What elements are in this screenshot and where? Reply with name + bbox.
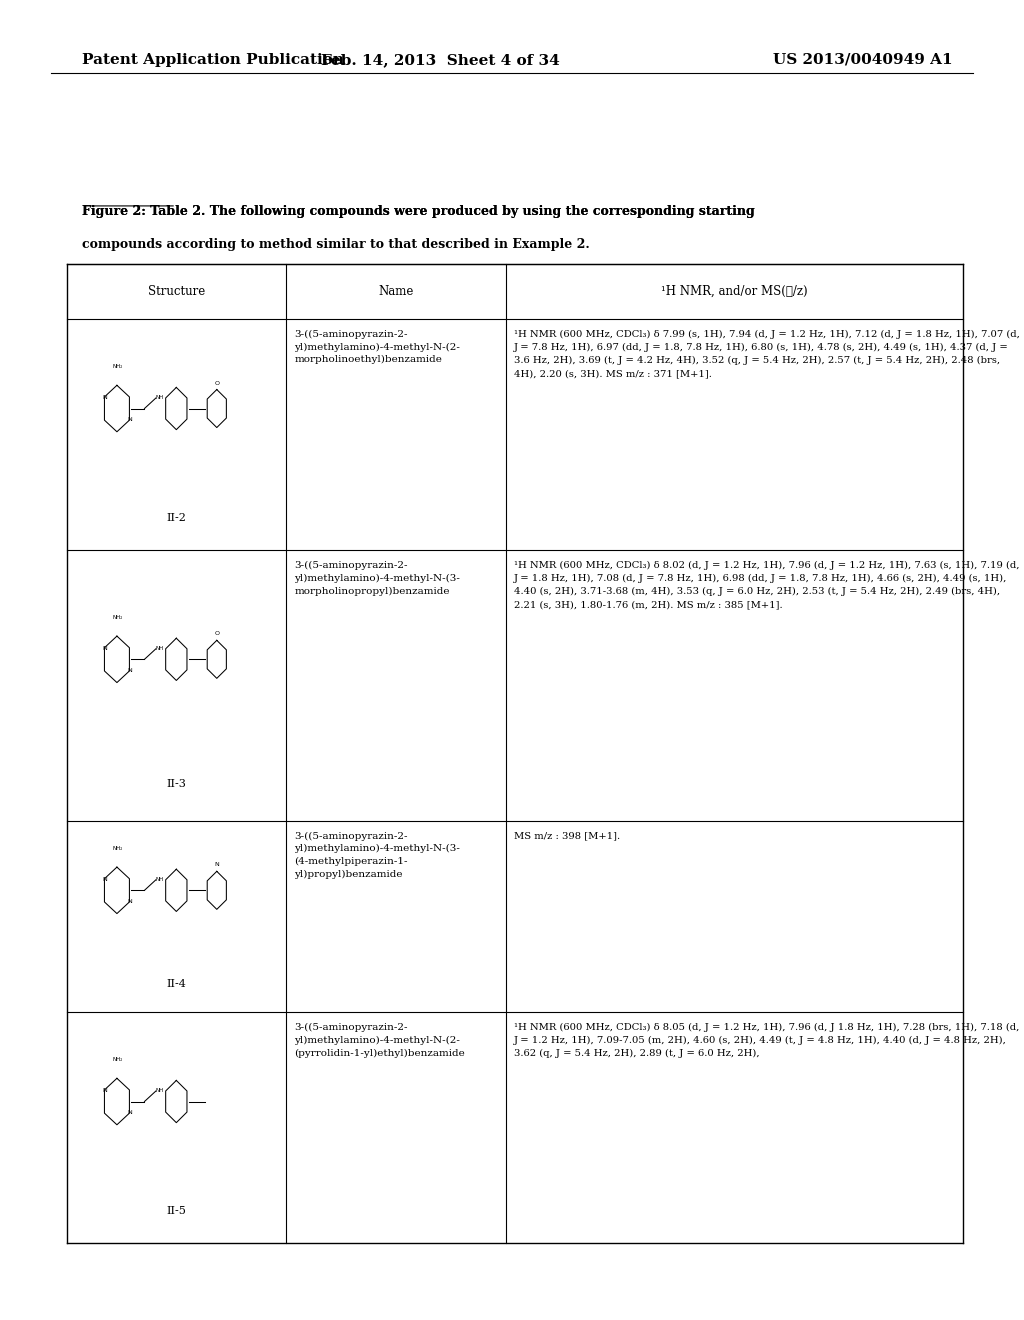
Text: Name: Name [378,285,414,298]
Text: N: N [102,876,106,882]
Text: N: N [127,1110,132,1115]
Text: N: N [127,899,132,904]
Text: N: N [127,417,132,422]
Text: 3-((5-aminopyrazin-2-
yl)methylamino)-4-methyl-N-(3-
(4-methylpiperazin-1-
yl)pr: 3-((5-aminopyrazin-2- yl)methylamino)-4-… [294,832,460,879]
Text: NH₂: NH₂ [113,1057,123,1063]
Text: ¹H NMR (600 MHz, CDCl₃) δ 8.02 (d, J = 1.2 Hz, 1H), 7.96 (d, J = 1.2 Hz, 1Ḧ), 7: ¹H NMR (600 MHz, CDCl₃) δ 8.02 (d, J = 1… [514,561,1019,609]
Text: II-5: II-5 [166,1205,186,1216]
Text: NH₂: NH₂ [113,846,123,851]
Text: NH₂: NH₂ [113,615,123,620]
Text: MS m/z : 398 [M+1].: MS m/z : 398 [M+1]. [514,832,620,841]
Text: II-2: II-2 [166,512,186,523]
Text: N: N [102,395,106,400]
Text: 3-((5-aminopyrazin-2-
yl)methylamino)-4-methyl-N-(2-
(pyrrolidin-1-yl)ethyl)benz: 3-((5-aminopyrazin-2- yl)methylamino)-4-… [294,1023,465,1057]
Text: II-3: II-3 [166,779,186,788]
Text: Structure: Structure [147,285,205,298]
Text: Patent Application Publication: Patent Application Publication [82,53,344,67]
Text: II-4: II-4 [166,979,186,990]
Text: ¹H NMR (600 MHz, CDCl₃) δ 8.05 (d, J = 1.2 Hz, 1H), 7.96 (d, J 1.8 Hz, 1H), 7.28: ¹H NMR (600 MHz, CDCl₃) δ 8.05 (d, J = 1… [514,1023,1019,1059]
Text: O: O [214,380,219,385]
Text: O: O [214,631,219,636]
Text: Figure 2: Table 2. The following compounds were produced by using the correspond: Figure 2: Table 2. The following compoun… [82,205,755,218]
Text: 3-((5-aminopyrazin-2-
yl)methylamino)-4-methyl-N-(3-
morpholinopropyl)benzamide: 3-((5-aminopyrazin-2- yl)methylamino)-4-… [294,561,460,595]
Text: ¹H NMR, and/or MS(ℳ/z): ¹H NMR, and/or MS(ℳ/z) [660,285,807,298]
Text: NH: NH [156,647,164,651]
Text: Feb. 14, 2013  Sheet 4 of 34: Feb. 14, 2013 Sheet 4 of 34 [321,53,560,67]
Text: NH: NH [156,396,164,400]
Text: NH₂: NH₂ [113,364,123,370]
Text: US 2013/0040949 A1: US 2013/0040949 A1 [773,53,952,67]
Text: Figure 2: Table 2. The following compounds were produced by using the correspond: Figure 2: Table 2. The following compoun… [82,205,755,218]
Text: N: N [102,1088,106,1093]
Text: N: N [214,862,219,867]
Text: N: N [102,645,106,651]
Text: N: N [127,668,132,673]
Text: 3-((5-aminopyrazin-2-
yl)methylamino)-4-methyl-N-(2-
morpholinoethyl)benzamide: 3-((5-aminopyrazin-2- yl)methylamino)-4-… [294,330,460,364]
Text: NH: NH [156,1089,164,1093]
Text: NH: NH [156,878,164,882]
Text: ¹H NMR (600 MHz, CDCl₃) δ 7.99 (s, 1H), 7.94 (d, J = 1.2 Hz, 1H), 7.12 (d, J = 1: ¹H NMR (600 MHz, CDCl₃) δ 7.99 (s, 1H), … [514,330,1020,378]
Text: compounds according to method similar to that described in Example 2.: compounds according to method similar to… [82,238,590,251]
